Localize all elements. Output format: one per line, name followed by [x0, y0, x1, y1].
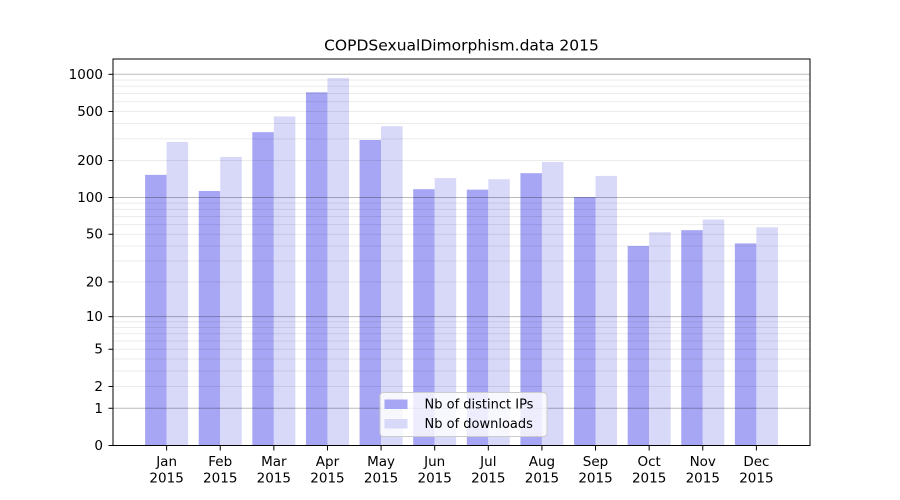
y-tick-label: 2 [94, 379, 103, 395]
x-tick-label-year: 2015 [149, 471, 183, 487]
bar-downloads-sep [595, 175, 618, 446]
bar-distinct-ips-nov [681, 230, 703, 446]
grid-layer [113, 73, 810, 409]
y-tick-label: 50 [86, 227, 103, 243]
bar-distinct-ips-jan [145, 174, 167, 446]
x-tick-label-month: Apr [316, 454, 340, 470]
bar-distinct-ips-sep [574, 197, 596, 446]
bars-layer [145, 78, 778, 446]
x-tick-label-month: Jan [155, 454, 177, 470]
bar-downloads-aug [541, 161, 564, 446]
y-tick-label: 200 [77, 153, 103, 169]
x-tick-label-year: 2015 [364, 471, 398, 487]
ticks-layer: 01251020501002005001000Jan2015Feb2015Mar… [69, 67, 774, 487]
bar-downloads-oct [649, 232, 671, 446]
x-tick-label-month: Aug [529, 454, 555, 470]
bar-distinct-ips-jul [466, 189, 489, 446]
legend-label-distinct-ips: Nb of distinct IPs [425, 398, 534, 413]
x-tick-label-month: Oct [637, 454, 660, 470]
bar-downloads-feb [220, 156, 242, 446]
bar-downloads-mar [273, 116, 296, 446]
y-tick-label: 1000 [69, 67, 103, 83]
bar-distinct-ips-oct [627, 245, 650, 446]
x-tick-label-year: 2015 [418, 471, 452, 487]
y-tick-label: 10 [86, 309, 103, 325]
chart-title: COPDSexualDimorphism.data 2015 [324, 37, 599, 55]
legend-swatch-distinct-ips [384, 399, 408, 409]
bar-downloads-dec [756, 227, 778, 446]
bar-distinct-ips-feb [198, 191, 221, 446]
x-tick-label-year: 2015 [525, 471, 559, 487]
bar-distinct-ips-may [359, 139, 382, 446]
x-tick-label-year: 2015 [471, 471, 505, 487]
y-tick-label: 1 [94, 401, 103, 417]
plot-border [112, 58, 811, 446]
legend-swatch-downloads [384, 419, 408, 429]
x-tick-label-year: 2015 [686, 471, 720, 487]
bar-distinct-ips-apr [305, 92, 328, 446]
x-tick-label-month: Jul [479, 454, 496, 470]
x-tick-label-month: Dec [743, 454, 769, 470]
x-tick-label-month: Mar [261, 454, 287, 470]
x-tick-label-year: 2015 [739, 471, 773, 487]
x-tick-label-month: Feb [208, 454, 232, 470]
x-tick-label-month: Jun [423, 454, 445, 470]
y-tick-label: 20 [86, 274, 103, 290]
bar-downloads-jun [434, 178, 457, 446]
bar-downloads-jan [166, 141, 189, 446]
x-tick-label-year: 2015 [578, 471, 612, 487]
x-tick-label-year: 2015 [632, 471, 666, 487]
y-tick-label: 100 [77, 190, 103, 206]
bar-distinct-ips-mar [252, 132, 274, 446]
legend-label-downloads: Nb of downloads [425, 417, 534, 432]
x-tick-label-year: 2015 [257, 471, 291, 487]
y-tick-label: 0 [94, 438, 103, 454]
legend: Nb of distinct IPs Nb of downloads [379, 392, 548, 437]
bar-downloads-may [381, 126, 403, 446]
x-tick-label-year: 2015 [203, 471, 237, 487]
bar-downloads-apr [327, 78, 349, 446]
x-tick-label-month: Sep [583, 454, 608, 470]
bar-downloads-jul [488, 179, 510, 446]
x-tick-label-month: Nov [690, 454, 716, 470]
x-tick-label-year: 2015 [310, 471, 344, 487]
bar-distinct-ips-jun [413, 189, 435, 446]
y-tick-label: 500 [77, 104, 103, 120]
y-tick-label: 5 [94, 342, 103, 358]
bar-distinct-ips-aug [520, 173, 542, 446]
bar-distinct-ips-dec [734, 243, 757, 446]
bar-downloads-nov [702, 219, 725, 446]
x-tick-label-month: May [367, 454, 395, 470]
legend-box [379, 392, 548, 437]
